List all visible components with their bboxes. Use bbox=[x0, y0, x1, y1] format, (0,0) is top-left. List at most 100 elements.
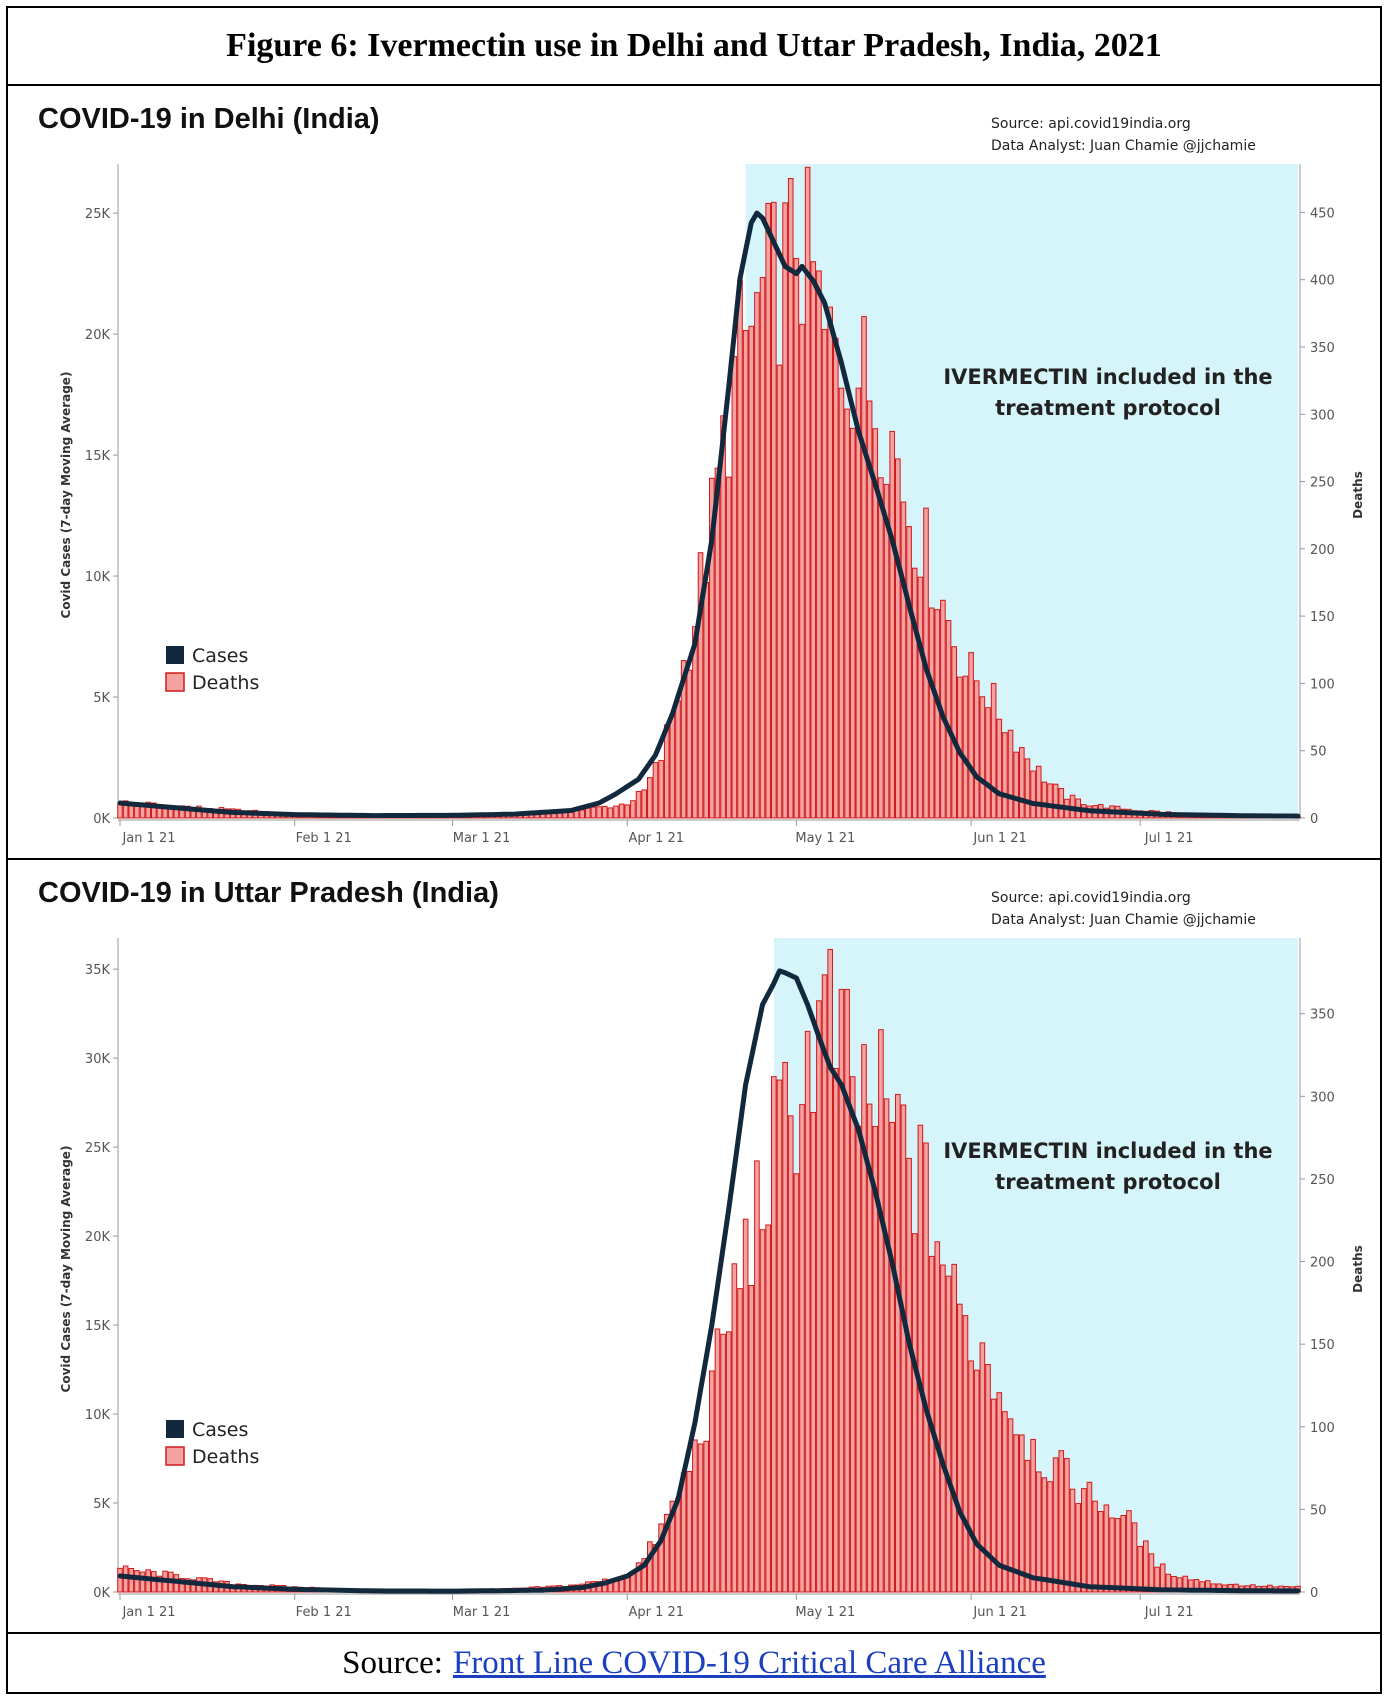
deaths-bar bbox=[878, 1029, 884, 1593]
deaths-bar bbox=[973, 1369, 980, 1593]
deaths-bar bbox=[855, 387, 862, 819]
deaths-bar bbox=[1024, 1459, 1031, 1593]
deaths-bar bbox=[156, 1575, 163, 1593]
deaths-bar bbox=[889, 1121, 895, 1593]
deaths-bar bbox=[934, 609, 941, 819]
deaths-bar bbox=[833, 337, 839, 819]
deaths-bar bbox=[737, 279, 743, 819]
deaths-bar bbox=[754, 292, 760, 819]
deaths-bar bbox=[675, 1497, 681, 1593]
y-tick-label: 15K bbox=[85, 449, 111, 464]
deaths-bar bbox=[568, 811, 574, 819]
deaths-bar bbox=[872, 428, 879, 819]
deaths-bar bbox=[1024, 758, 1031, 819]
deaths-bar bbox=[1058, 787, 1065, 819]
deaths-bar bbox=[968, 652, 974, 819]
deaths-bar bbox=[1007, 1418, 1014, 1593]
deaths-bar bbox=[1035, 765, 1042, 819]
deaths-bar bbox=[900, 1104, 907, 1593]
analyst-text: Data Analyst: Juan Chamie @jjchamie bbox=[991, 138, 1256, 154]
legend-cases-swatch bbox=[166, 1420, 184, 1438]
deaths-bar bbox=[911, 567, 918, 819]
deaths-bar bbox=[669, 1500, 676, 1593]
deaths-bar bbox=[787, 1115, 794, 1593]
deaths-bar bbox=[866, 400, 873, 819]
y-tick-label: 15K bbox=[85, 1319, 111, 1334]
deaths-bar bbox=[895, 1093, 901, 1593]
deaths-bar bbox=[804, 1030, 811, 1593]
figure-title: Figure 6: Ivermectin use in Delhi and Ut… bbox=[8, 8, 1380, 86]
deaths-bar bbox=[985, 1363, 991, 1593]
deaths-bar bbox=[703, 582, 709, 819]
deaths-bar bbox=[838, 988, 845, 1593]
source-text: Source: api.covid19india.org bbox=[991, 890, 1191, 906]
x-tick-label: May 1 21 bbox=[795, 1605, 855, 1620]
figure: Figure 6: Ivermectin use in Delhi and Ut… bbox=[6, 6, 1382, 1694]
deaths-bar bbox=[1148, 1553, 1155, 1593]
deaths-bar bbox=[996, 718, 1003, 819]
deaths-bar bbox=[669, 713, 676, 819]
deaths-bar bbox=[1131, 1522, 1138, 1593]
ivermectin-region bbox=[773, 938, 1298, 1592]
x-tick-label: Jun 1 21 bbox=[972, 1605, 1026, 1620]
deaths-bar bbox=[647, 1541, 653, 1593]
deaths-bar bbox=[652, 762, 659, 819]
source-link[interactable]: Front Line COVID-19 Critical Care Allian… bbox=[452, 1644, 1046, 1681]
deaths-bar bbox=[957, 1303, 963, 1593]
y2-tick-label: 50 bbox=[1310, 1503, 1327, 1518]
x-tick-label: Jul 1 21 bbox=[1144, 831, 1194, 846]
legend-cases-swatch bbox=[166, 646, 184, 664]
x-tick-label: Apr 1 21 bbox=[628, 831, 684, 846]
deaths-bar bbox=[725, 1331, 732, 1593]
deaths-bar bbox=[607, 807, 614, 819]
deaths-bar bbox=[895, 458, 901, 819]
x-tick-label: Mar 1 21 bbox=[453, 831, 511, 846]
y2-tick-label: 400 bbox=[1310, 274, 1335, 289]
deaths-bar bbox=[804, 166, 811, 819]
deaths-bar bbox=[776, 364, 783, 819]
deaths-bar bbox=[849, 427, 856, 819]
deaths-bar bbox=[861, 1044, 867, 1593]
cases-line bbox=[117, 968, 1301, 1594]
chart-title: COVID-19 in Uttar Pradesh (India) bbox=[38, 877, 499, 909]
deaths-bar bbox=[184, 1578, 191, 1593]
deaths-bar bbox=[139, 1571, 146, 1593]
deaths-bar bbox=[1041, 1477, 1048, 1593]
deaths-bar bbox=[658, 1523, 664, 1593]
deaths-bar bbox=[1137, 1545, 1143, 1593]
deaths-bar bbox=[1092, 1500, 1098, 1593]
y-tick-label: 5K bbox=[93, 1497, 110, 1512]
deaths-bar bbox=[844, 988, 850, 1593]
annotation-text: treatment protocol bbox=[995, 396, 1221, 420]
deaths-bar bbox=[117, 803, 123, 819]
deaths-bar bbox=[579, 809, 585, 819]
deaths-bar bbox=[1030, 1438, 1036, 1593]
y2-tick-label: 0 bbox=[1310, 1586, 1318, 1601]
y2-tick-label: 200 bbox=[1310, 1256, 1335, 1271]
deaths-bar bbox=[635, 791, 642, 819]
y-tick-label: 35K bbox=[85, 963, 111, 978]
deaths-bar bbox=[714, 1328, 721, 1593]
deaths-bar bbox=[855, 1125, 862, 1593]
deaths-bar bbox=[742, 330, 749, 819]
deaths-bar bbox=[613, 805, 619, 819]
deaths-bar bbox=[759, 276, 766, 819]
chart-title: COVID-19 in Delhi (India) bbox=[38, 103, 380, 135]
deaths-bar bbox=[844, 408, 850, 819]
deaths-bar bbox=[709, 1370, 715, 1593]
deaths-bar bbox=[122, 800, 129, 819]
y2-tick-label: 250 bbox=[1310, 1173, 1335, 1188]
deaths-bar bbox=[962, 675, 969, 819]
y2-tick-label: 150 bbox=[1310, 610, 1335, 625]
deaths-bar bbox=[962, 1315, 969, 1593]
x-tick-label: Jan 1 21 bbox=[121, 831, 175, 846]
deaths-bar bbox=[861, 316, 867, 819]
deaths-bar bbox=[906, 1157, 912, 1593]
y2-tick-label: 350 bbox=[1310, 1008, 1335, 1023]
deaths-bar bbox=[1069, 1488, 1076, 1593]
y-tick-label: 0K bbox=[93, 812, 110, 827]
deaths-bar bbox=[849, 1076, 856, 1593]
legend-deaths-swatch bbox=[165, 1446, 185, 1466]
deaths-bar bbox=[663, 724, 670, 819]
deaths-bar bbox=[1086, 1481, 1093, 1593]
